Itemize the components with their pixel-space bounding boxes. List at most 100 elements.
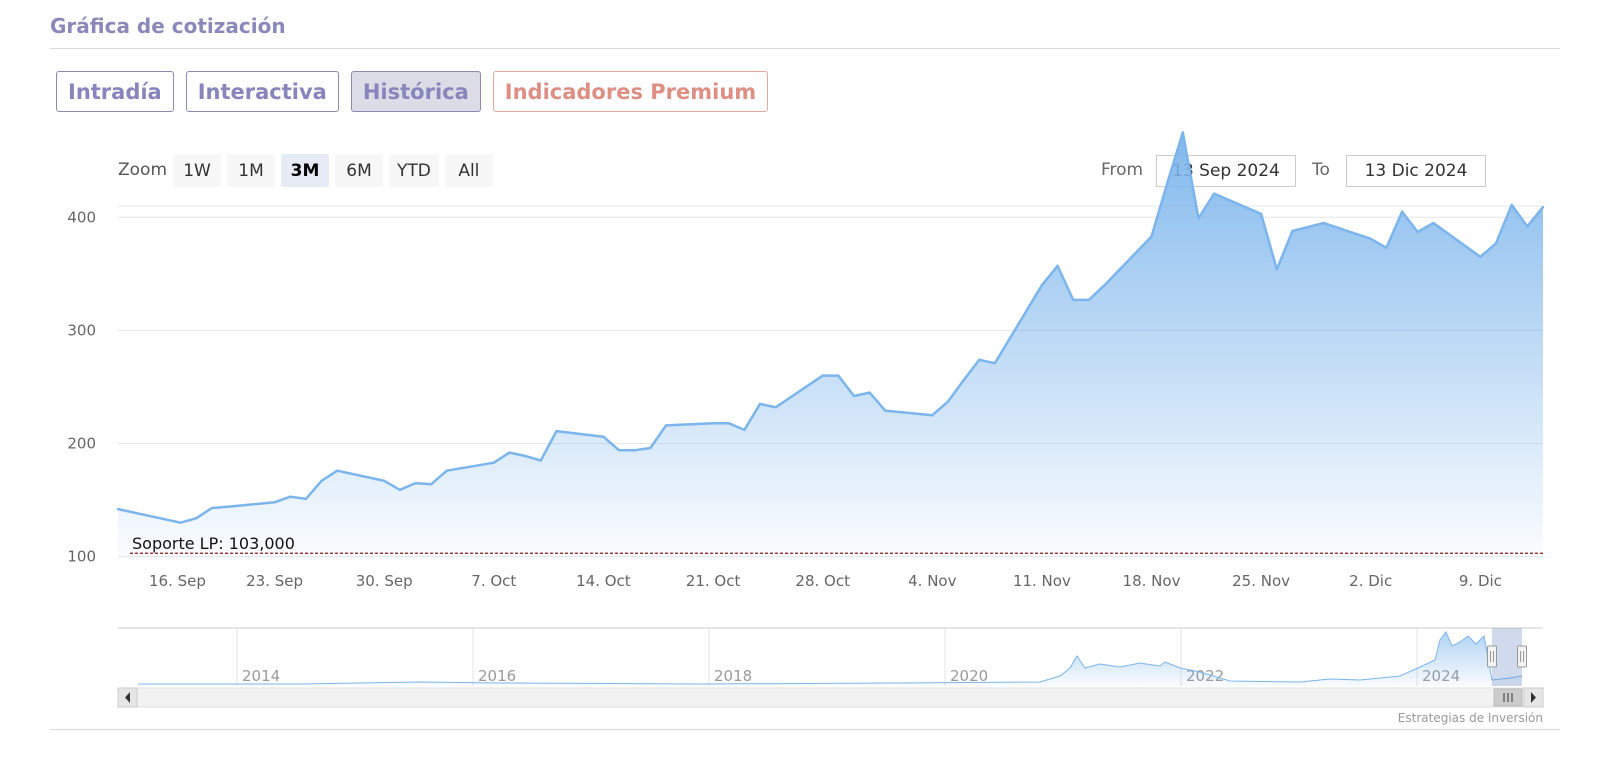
navigator-year-label: 2016 [478,667,516,685]
zoom-buttons: 1W 1M 3M 6M YTD All [173,154,493,187]
data-point [1494,242,1498,245]
data-point [978,358,981,361]
data-point [398,488,402,492]
data-point [993,362,997,365]
data-point [774,406,777,409]
x-tick-label: 4. Nov [908,572,956,590]
data-point [1400,210,1404,213]
data-point [179,521,182,524]
y-tick-label: 100 [67,548,96,566]
x-tick-label: 14. Oct [576,572,631,590]
x-tick-label: 21. Oct [686,572,741,590]
data-point [226,505,229,508]
data-point [821,374,824,377]
data-point [383,479,386,482]
tab-intradia[interactable]: Intradía [56,71,174,112]
data-point [743,428,746,432]
data-point [1322,221,1326,225]
navigator-year-label: 2020 [950,667,988,685]
zoom-1m-button[interactable]: 1M [227,154,275,187]
range-from-label: From [1101,160,1144,180]
tab-historica[interactable]: Histórica [350,71,481,112]
y-tick-label: 200 [67,435,96,453]
data-point [852,394,856,398]
data-point [195,517,198,520]
scroll-left-icon [125,692,130,703]
data-point [1103,284,1106,287]
data-point [884,409,887,412]
data-point [1087,298,1091,302]
tab-interactiva[interactable]: Interactiva [185,71,339,112]
tab-indicadores-premium[interactable]: Indicadores Premium [492,71,769,112]
data-point [116,507,120,511]
data-point [633,449,636,452]
data-point [868,391,871,394]
title-divider [50,48,1560,49]
data-point [1432,221,1435,225]
navigator-line [138,631,1523,685]
x-tick-label: 2. Dic [1349,572,1392,590]
data-point [727,422,730,425]
data-point [1291,229,1294,233]
data-point [555,429,558,433]
data-point [414,481,417,485]
zoom-3m-button[interactable]: 3M [281,154,329,187]
data-point [1056,264,1059,268]
price-area [118,132,1543,560]
zoom-1w-button[interactable]: 1W [173,154,221,187]
data-point [649,446,652,450]
data-point [163,518,167,521]
data-point [1369,237,1372,240]
footer-divider [50,729,1560,730]
data-point [1541,205,1545,209]
range-to-input[interactable]: 13 Dic 2024 [1346,155,1486,187]
navigator-area [138,632,1522,686]
data-point [1259,212,1263,216]
data-point [617,449,621,452]
chart-credits: Estrategias de Inversión [1398,711,1543,725]
navigator-scrollbar[interactable] [117,687,1544,708]
data-point [1197,217,1200,220]
zoom-6m-button[interactable]: 6M [335,154,383,187]
data-point [962,379,965,382]
data-point [711,422,715,425]
data-point [758,402,762,406]
data-point [664,424,668,427]
chart-tabs: Intradía Interactiva Histórica Indicador… [56,71,769,112]
support-label: Soporte LP: 103,000 [132,534,295,553]
zoom-all-button[interactable]: All [444,154,493,187]
data-point [430,483,433,486]
data-point [1181,131,1185,134]
range-to-label: To [1312,160,1330,180]
x-tick-label: 11. Nov [1013,572,1071,590]
x-tick-label: 16. Sep [149,572,206,590]
navigator-handle-right[interactable] [1517,645,1527,668]
data-point [946,400,950,403]
x-tick-label: 28. Oct [795,572,850,590]
x-tick-label: 25. Nov [1232,572,1290,590]
data-point [837,374,840,377]
data-point [1510,203,1513,207]
data-point [210,506,214,510]
x-tick-label: 7. Oct [471,572,516,590]
data-point [508,451,511,454]
navigator-year-label: 2018 [714,667,752,685]
zoom-ytd-button[interactable]: YTD [389,154,439,187]
y-tick-label: 400 [67,208,96,226]
data-point [1040,284,1044,287]
data-point [1213,192,1216,195]
page-title: Gráfica de cotización [50,14,286,38]
navigator-year-label: 2014 [242,667,280,685]
x-tick-label: 23. Sep [246,572,303,590]
data-point [1479,255,1482,259]
navigator-handle-left[interactable] [1487,645,1497,668]
data-point [1385,246,1388,249]
data-point [289,495,292,498]
data-point [445,469,448,472]
data-point [523,454,527,458]
x-tick-label: 30. Sep [356,572,413,590]
data-point [539,459,542,462]
data-point [492,461,495,464]
data-point [1526,225,1529,228]
